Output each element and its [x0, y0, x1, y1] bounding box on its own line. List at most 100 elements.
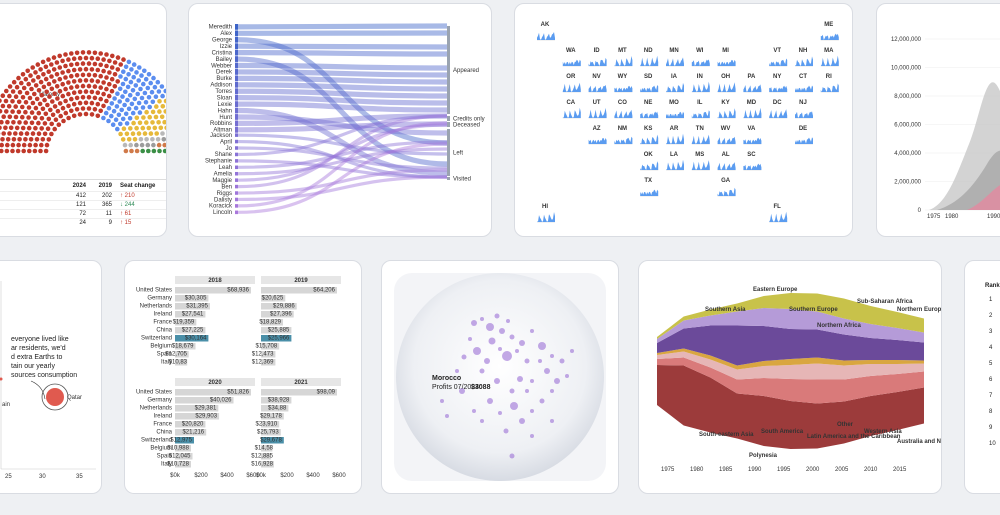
location-dot[interactable]	[530, 379, 534, 383]
state-cell-ky[interactable]: KY	[717, 100, 736, 119]
location-dot[interactable]	[570, 349, 574, 353]
location-dot[interactable]	[498, 411, 502, 415]
state-cell-al[interactable]: AL	[717, 152, 736, 171]
state-cell-wa[interactable]: WA	[562, 48, 581, 67]
bar[interactable]	[175, 397, 234, 404]
state-cell-az[interactable]: AZ	[588, 126, 607, 145]
sankey-node[interactable]	[235, 159, 238, 163]
bar[interactable]	[261, 405, 289, 412]
globe-card[interactable]: Morocco Profits 07/2024: $3088	[381, 260, 619, 494]
sankey-node[interactable]	[235, 184, 238, 189]
bar[interactable]	[261, 303, 297, 310]
location-dot[interactable]	[471, 320, 477, 326]
state-cell-ms[interactable]: MS	[691, 152, 710, 171]
state-cell-hi[interactable]: HI	[537, 204, 555, 223]
location-dot[interactable]	[486, 323, 494, 331]
sankey-node[interactable]	[235, 101, 238, 107]
state-cell-md[interactable]: MD	[743, 100, 762, 119]
location-dot[interactable]	[509, 334, 515, 340]
bar[interactable]	[261, 311, 294, 318]
location-dot[interactable]	[519, 340, 525, 346]
sankey-node[interactable]	[235, 171, 238, 176]
bar[interactable]	[175, 413, 220, 420]
bar[interactable]	[261, 389, 337, 396]
location-dot[interactable]	[472, 409, 476, 413]
location-dot[interactable]	[544, 368, 550, 374]
bar[interactable]	[175, 327, 206, 334]
stream-layer[interactable]	[657, 351, 924, 380]
bar[interactable]	[175, 303, 210, 310]
state-cell-la[interactable]: LA	[666, 152, 684, 171]
bar[interactable]	[261, 351, 276, 358]
bar[interactable]	[261, 453, 271, 460]
sankey-node[interactable]	[235, 36, 238, 43]
sankey-node[interactable]	[235, 146, 238, 150]
bar[interactable]	[261, 461, 274, 468]
sankey-node[interactable]	[235, 197, 238, 202]
state-cell-ga[interactable]: GA	[717, 178, 736, 197]
state-cell-nd[interactable]: ND	[640, 48, 659, 67]
location-dot[interactable]	[487, 398, 493, 404]
state-cell-fl[interactable]: FL	[769, 204, 788, 223]
state-cell-va[interactable]: VA	[743, 126, 762, 145]
bar-panel-2018[interactable]: 2018 United States $68,936 Germany $30,305 Ne…	[136, 276, 255, 366]
location-dot[interactable]	[509, 388, 515, 394]
sankey-outcome-node[interactable]	[447, 26, 450, 114]
state-cell-mi[interactable]: MI	[717, 48, 736, 67]
seat-row[interactable]: 412 202 ↑ 210	[0, 191, 166, 200]
location-dot[interactable]	[530, 434, 534, 438]
bar[interactable]	[175, 351, 189, 358]
location-dot[interactable]	[494, 378, 500, 384]
state-cell-ri[interactable]: RI	[820, 74, 839, 93]
sankey-node[interactable]	[235, 126, 238, 133]
stream-layer[interactable]	[657, 365, 924, 449]
seat-row[interactable]: 24 9 ↑ 15	[0, 218, 166, 227]
state-cell-dc[interactable]: DC	[769, 100, 788, 119]
sankey-node[interactable]	[235, 30, 238, 37]
sankey-node[interactable]	[235, 114, 238, 120]
state-cell-il[interactable]: IL	[691, 100, 710, 119]
state-cell-nh[interactable]: NH	[795, 48, 813, 67]
sankey-node[interactable]	[235, 69, 238, 75]
sankey-node[interactable]	[235, 75, 238, 82]
location-dot[interactable]	[510, 402, 518, 410]
location-dot[interactable]	[498, 347, 502, 351]
sankey-node[interactable]	[235, 152, 238, 157]
sankey-node[interactable]	[235, 62, 238, 69]
bar[interactable]	[261, 413, 284, 420]
state-cell-ak[interactable]: AK	[537, 22, 555, 41]
bar[interactable]	[175, 437, 194, 444]
state-cell-wv[interactable]: WV	[717, 126, 736, 145]
bar[interactable]	[175, 335, 209, 342]
state-cell-oh[interactable]: OH	[717, 74, 736, 93]
location-dot[interactable]	[550, 354, 554, 358]
sankey-node[interactable]	[235, 56, 238, 62]
state-cell-ks[interactable]: KS	[640, 126, 659, 145]
state-cell-ar[interactable]: AR	[666, 126, 684, 145]
state-cell-mt[interactable]: MT	[614, 48, 633, 67]
bar[interactable]	[261, 359, 276, 366]
state-cell-in[interactable]: IN	[691, 74, 710, 93]
state-cell-sd[interactable]: SD	[640, 74, 659, 93]
seat-row[interactable]: 72 11 ↑ 61	[0, 209, 166, 218]
bar[interactable]	[261, 335, 292, 342]
sankey-node[interactable]	[235, 139, 238, 144]
state-cell-nm[interactable]: NM	[614, 126, 633, 145]
location-dot[interactable]	[554, 378, 560, 384]
state-cell-nj[interactable]: NJ	[795, 100, 813, 119]
location-dot[interactable]	[461, 354, 467, 360]
sankey-node[interactable]	[235, 24, 238, 30]
location-dot[interactable]	[517, 376, 523, 382]
bar[interactable]	[175, 343, 196, 350]
bar[interactable]	[175, 319, 197, 326]
state-cell-sc[interactable]: SC	[743, 152, 762, 171]
location-dot[interactable]	[524, 358, 530, 364]
small-bubble[interactable]	[0, 377, 3, 381]
bar[interactable]	[175, 311, 206, 318]
bar[interactable]	[261, 327, 292, 334]
bubble-chart-card[interactable]: everyone lived like ar residents, we'd d…	[0, 260, 102, 494]
bar[interactable]	[261, 429, 281, 436]
sankey-node[interactable]	[235, 204, 238, 208]
bar[interactable]	[175, 429, 207, 436]
state-cell-wy[interactable]: WY	[614, 74, 633, 93]
